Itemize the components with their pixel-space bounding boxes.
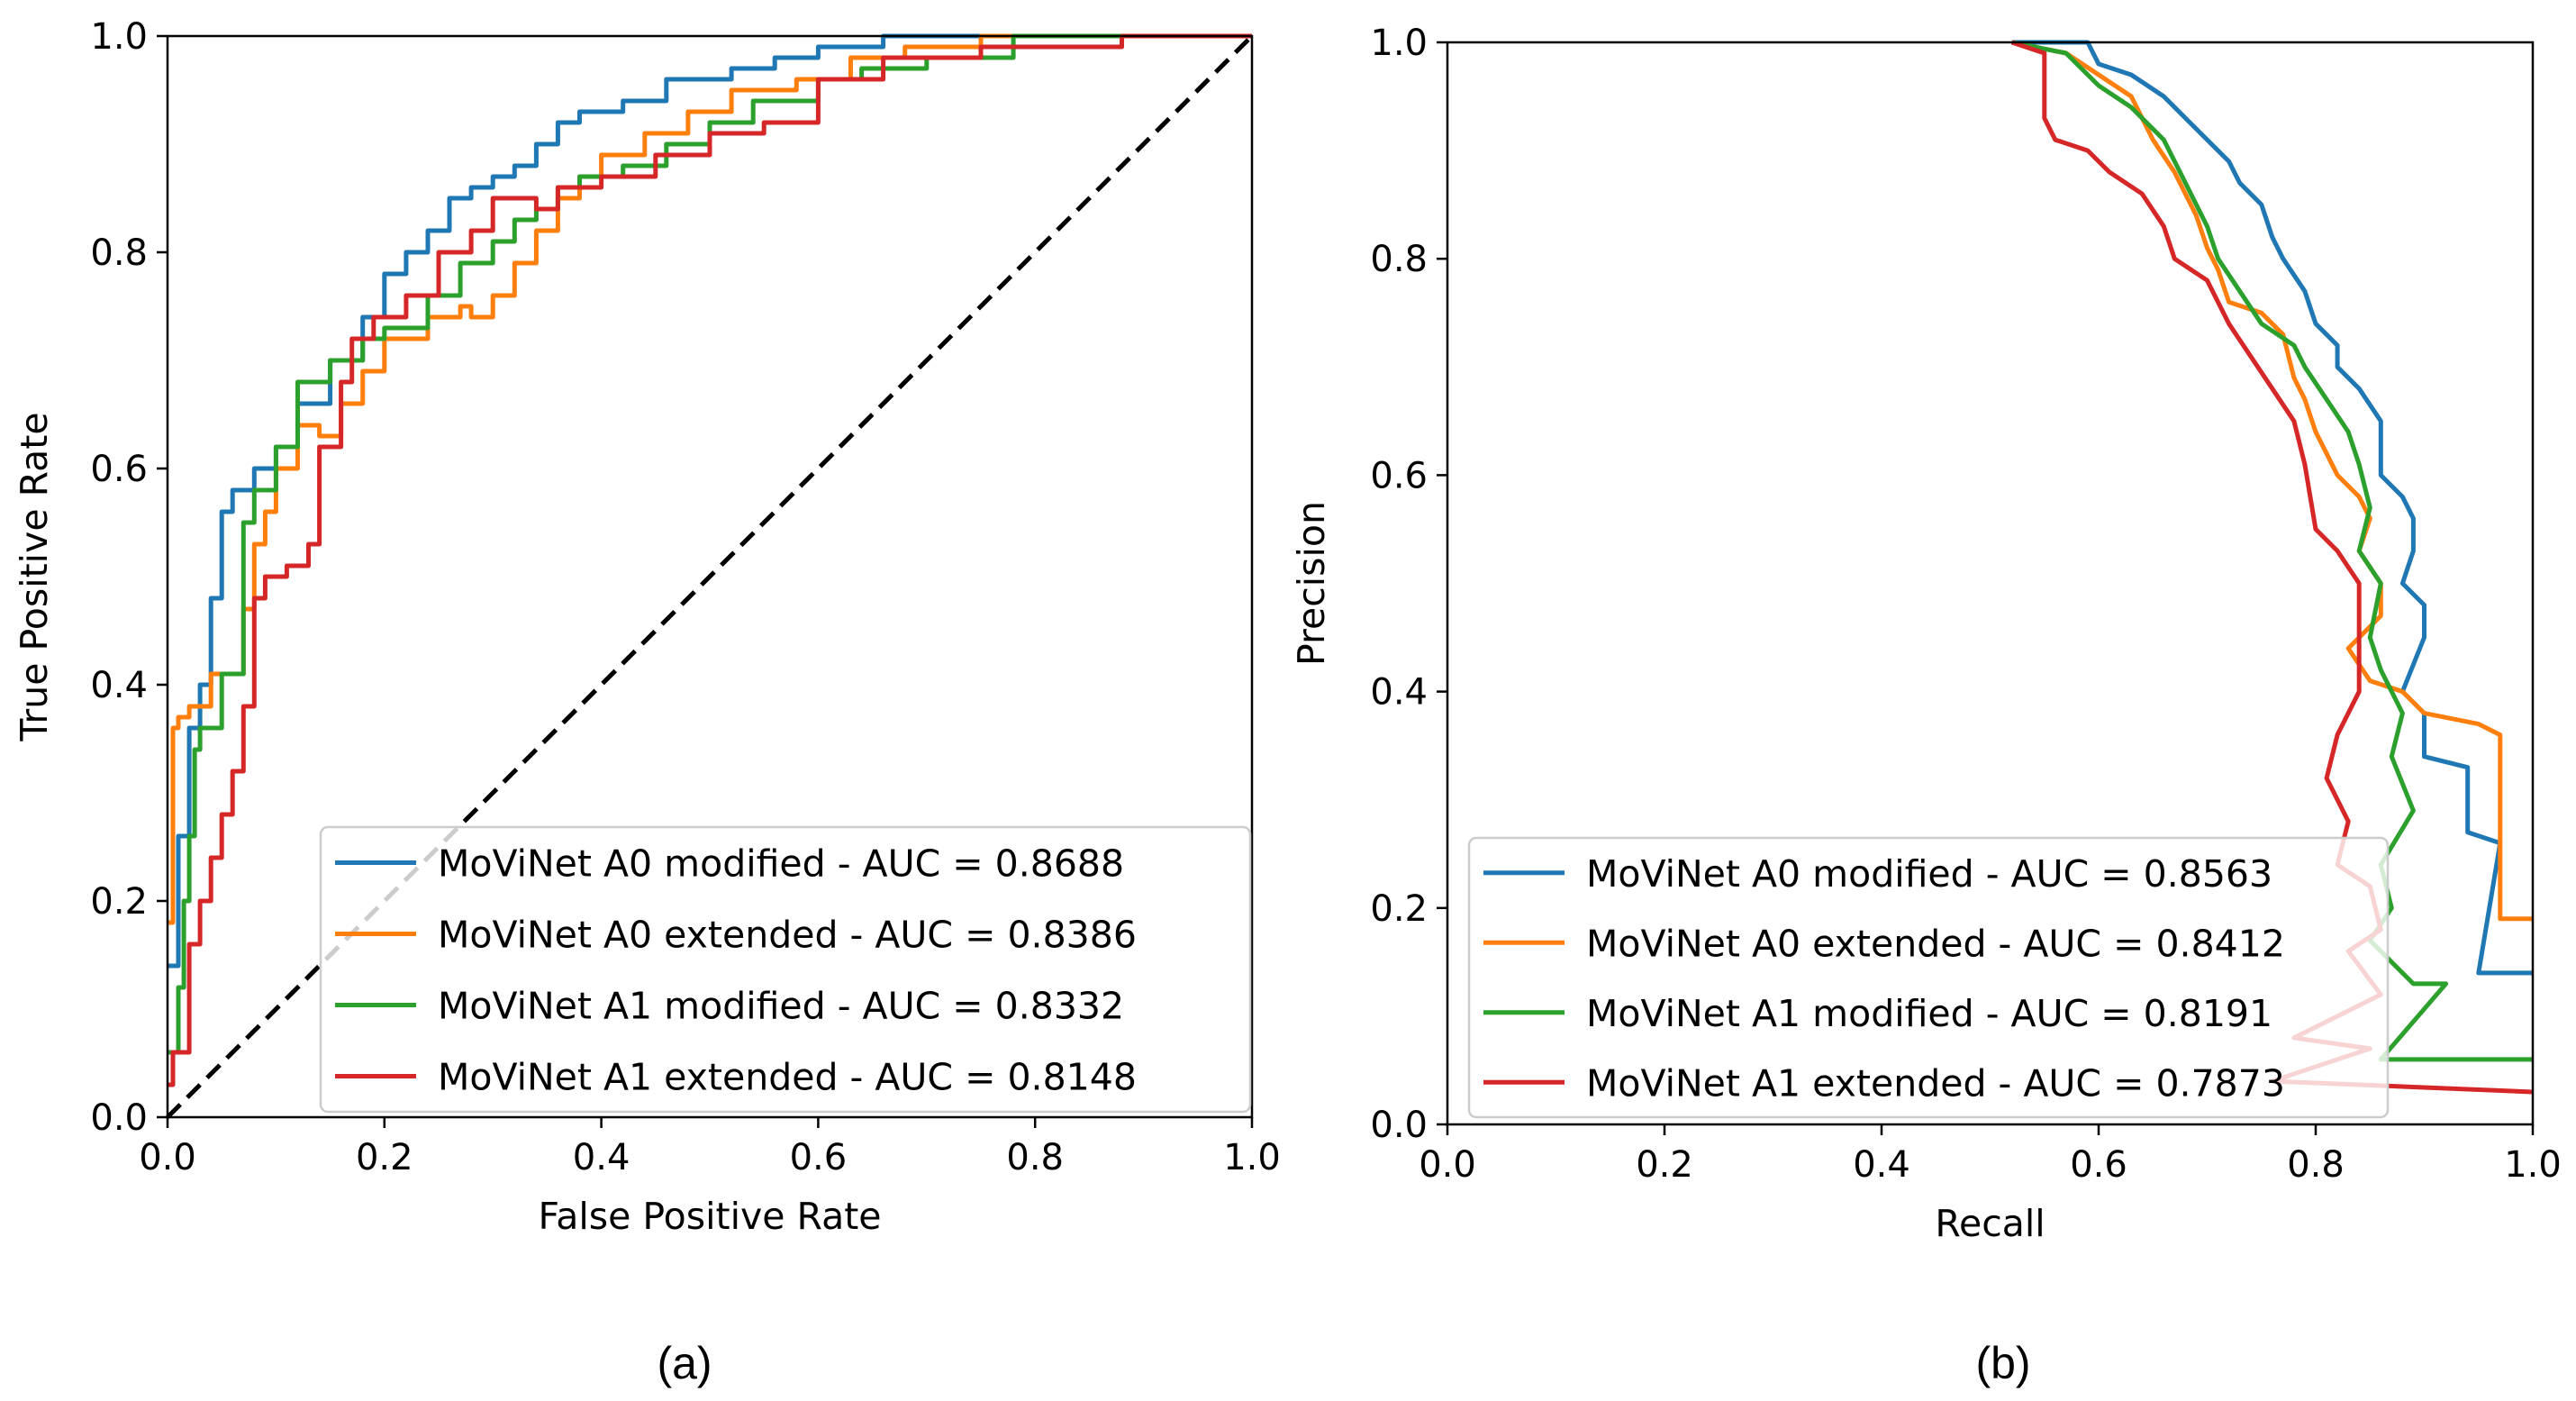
roc-series-line-4 — [168, 33, 1252, 1087]
roc-x-tick-label: 1.0 — [1223, 1137, 1281, 1178]
pr-series-line-1 — [2011, 40, 2533, 976]
roc-legend-box — [319, 825, 1252, 1114]
pr-plot-frame — [1446, 41, 2535, 1126]
roc-series-line-2 — [168, 33, 1252, 925]
roc-x-tick-label: 0.2 — [356, 1137, 413, 1178]
roc-series-line-3 — [168, 33, 1252, 1055]
panel-roc: 0.0 0.2 0.4 0.6 0.8 1.0 0.0 0.2 0.4 0.6 0.8 1.0 Fa… — [13, 16, 1281, 1388]
roc-x-ticks: 0.0 0.2 0.4 0.6 0.8 1.0 — [139, 1117, 1281, 1178]
pr-y-axis-title: Precision — [1290, 501, 1333, 666]
roc-y-tick-label: 1.0 — [90, 16, 148, 58]
roc-x-tick-label: 0.8 — [1006, 1137, 1064, 1178]
pr-x-tick-label: 0.4 — [1853, 1144, 1910, 1186]
roc-legend: MoViNet A0 modified - AUC = 0.8688 MoViNe… — [319, 825, 1252, 1114]
pr-caption: (b) — [1975, 1338, 2030, 1388]
roc-y-ticks: 0.0 0.2 0.4 0.6 0.8 1.0 — [90, 16, 168, 1139]
panel-pr: 0.0 0.2 0.4 0.6 0.8 1.0 0.0 0.2 0.4 0.6 0.8 1.0 Re… — [1290, 23, 2562, 1388]
roc-x-axis-title: False Positive Rate — [538, 1195, 881, 1238]
pr-y-tick-label: 0.8 — [1370, 239, 1428, 280]
pr-x-tick-label: 0.2 — [1636, 1144, 1693, 1186]
pr-legend-label: MoViNet A0 modified - AUC = 0.8563 — [1586, 852, 2272, 896]
pr-legend-label: MoViNet A0 extended - AUC = 0.8412 — [1586, 922, 2285, 965]
roc-y-tick-label: 0.2 — [90, 881, 148, 923]
roc-legend-label: MoViNet A0 extended - AUC = 0.8386 — [438, 914, 1137, 957]
roc-legend-label: MoViNet A0 modified - AUC = 0.8688 — [438, 842, 1124, 886]
pr-x-ticks: 0.0 0.2 0.4 0.6 0.8 1.0 — [1419, 1124, 2562, 1186]
roc-y-tick-label: 0.4 — [90, 665, 148, 706]
pr-legend: MoViNet A0 modified - AUC = 0.8563 MoViNe… — [1467, 836, 2390, 1119]
roc-y-tick-label: 0.6 — [90, 449, 148, 490]
roc-series-layer — [168, 33, 1252, 1087]
pr-y-tick-label: 0.2 — [1370, 888, 1428, 930]
pr-y-tick-label: 1.0 — [1370, 23, 1428, 64]
roc-y-tick-label: 0.8 — [90, 232, 148, 274]
pr-y-tick-label: 0.4 — [1370, 672, 1428, 714]
roc-y-tick-label: 0.0 — [90, 1097, 148, 1139]
pr-y-ticks: 0.0 0.2 0.4 0.6 0.8 1.0 — [1370, 23, 1447, 1146]
roc-x-tick-label: 0.6 — [790, 1137, 848, 1178]
roc-legend-label: MoViNet A1 extended - AUC = 0.8148 — [438, 1056, 1137, 1099]
pr-legend-label: MoViNet A1 modified - AUC = 0.8191 — [1586, 992, 2272, 1035]
pr-legend-box — [1467, 836, 2390, 1119]
roc-plot-frame — [166, 34, 1254, 1119]
roc-y-axis-title: True Positive Rate — [13, 412, 56, 741]
roc-series-line-1 — [168, 33, 1252, 969]
pr-series-line-2 — [2011, 40, 2533, 922]
pr-x-tick-label: 1.0 — [2504, 1144, 2562, 1186]
pr-legend-label: MoViNet A1 extended - AUC = 0.7873 — [1586, 1061, 2285, 1105]
pr-x-tick-label: 0.6 — [2070, 1144, 2127, 1186]
roc-legend-label: MoViNet A1 modified - AUC = 0.8332 — [438, 985, 1124, 1028]
pr-x-tick-label: 0.0 — [1419, 1144, 1476, 1186]
roc-x-tick-label: 0.0 — [139, 1137, 196, 1178]
pr-y-tick-label: 0.0 — [1370, 1105, 1428, 1146]
pr-x-axis-title: Recall — [1935, 1202, 2045, 1245]
roc-caption: (a) — [657, 1338, 712, 1388]
roc-x-tick-label: 0.4 — [573, 1137, 630, 1178]
pr-y-tick-label: 0.6 — [1370, 455, 1428, 496]
pr-x-tick-label: 0.8 — [2287, 1144, 2345, 1186]
